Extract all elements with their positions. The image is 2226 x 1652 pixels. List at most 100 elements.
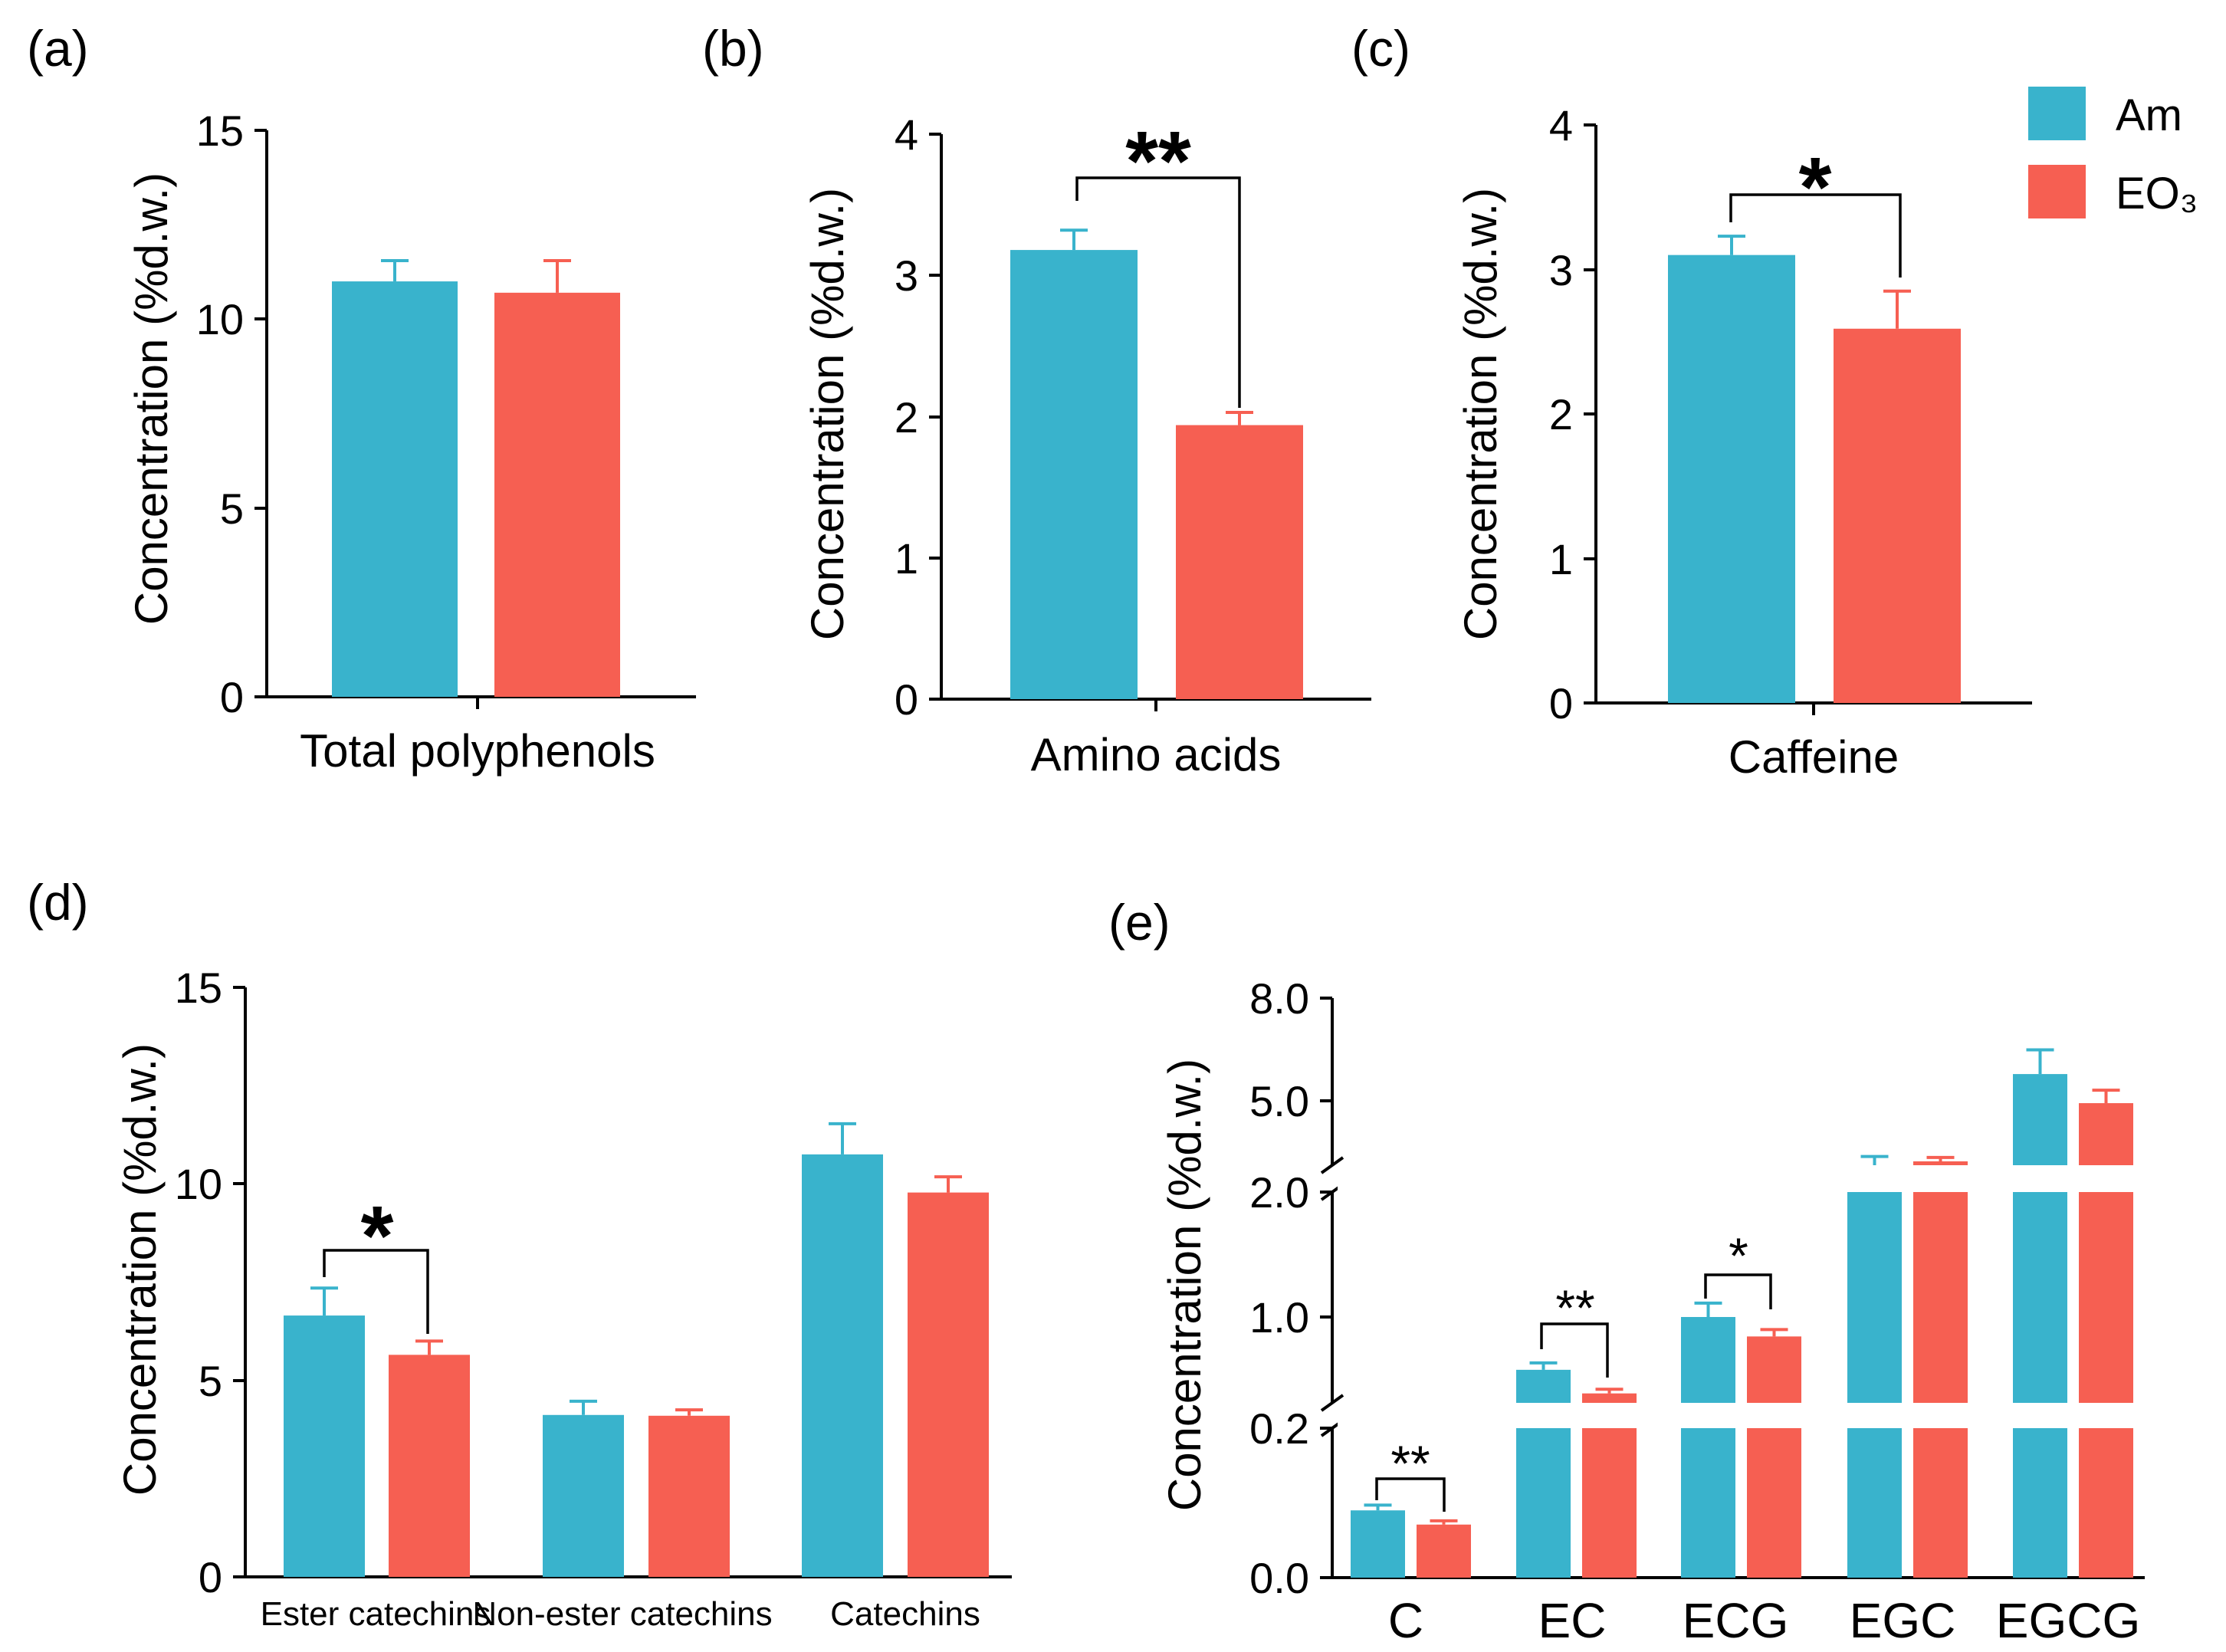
panel-label-a: (a) [27, 20, 89, 77]
bar-d-0-eo3 [389, 1355, 470, 1577]
error-bar-e-1-am [1529, 1361, 1558, 1370]
y-axis-break-e-2a [1320, 1394, 1344, 1412]
panel-label-e: (e) [1108, 894, 1170, 951]
bar-e-3-eo3 [1913, 1161, 1968, 1578]
y-tick-label-b-2: 2 [895, 393, 918, 442]
bar-e-3-am [1847, 1168, 1902, 1578]
y-tick-label-b-3: 3 [895, 251, 918, 300]
bar-d-2-am [802, 1154, 883, 1577]
significance-mark-c: * [1799, 140, 1832, 235]
x-tick-label-d-0: Ester catechins [261, 1595, 491, 1633]
panel-e: (e) Concentration (%d.w.) 0.0 0.2 1.0 2.… [1108, 894, 2150, 1648]
y-tick-label-a-15: 15 [196, 107, 244, 155]
bar-e-2-eo3 [1747, 1336, 1801, 1578]
bar-c-0-eo3 [1834, 328, 1961, 703]
error-bar-d-2-am [829, 1122, 856, 1154]
y-tick-label-e-1: 1.0 [1249, 1293, 1309, 1342]
panel-label-d: (d) [27, 874, 89, 931]
y-tick-label-b-1: 1 [895, 534, 918, 583]
panel-label-b: (b) [702, 20, 764, 77]
error-bar-e-0-eo3 [1430, 1519, 1458, 1525]
y-tick-label-e-0.2: 0.2 [1249, 1404, 1309, 1453]
error-bar-e-2-eo3 [1760, 1328, 1788, 1337]
y-tick-label-e-2: 2.0 [1249, 1168, 1309, 1217]
panel-b: (b) Concentration (%d.w.) 0 1 2 3 4 Amin… [702, 20, 1371, 780]
x-tick-label-e-1: EC [1538, 1593, 1607, 1648]
error-bar-e-3-eo3 [1926, 1155, 1955, 1161]
axis-break-gap-lower [1338, 1403, 2150, 1428]
significance-bracket-b [1075, 176, 1241, 408]
bar-e-4-am [2013, 1074, 2067, 1578]
bar-d-0-am [284, 1315, 365, 1577]
bar-a-0-am [332, 281, 458, 698]
x-tick-label-d-2: Catechins [830, 1595, 980, 1633]
error-bar-d-1-am [570, 1399, 597, 1415]
bars-b [1010, 228, 1303, 700]
significance-mark-e-0: ** [1390, 1435, 1430, 1492]
legend-swatch-eo3 [2028, 165, 2086, 218]
error-bar-e-1-eo3 [1595, 1388, 1624, 1394]
significance-bracket-e-0 [1375, 1477, 1446, 1512]
bars-e [1338, 1048, 2150, 1578]
error-bar-d-2-eo3 [934, 1175, 962, 1193]
bars-d [284, 1122, 989, 1577]
y-axis-label-d: Concentration (%d.w.) [114, 1043, 166, 1496]
error-bar-c-0-eo3 [1883, 289, 1911, 329]
legend-label-eo3: EO₃ [2116, 169, 2198, 218]
y-tick-label-c-3: 3 [1549, 246, 1573, 294]
y-axis-label-a: Concentration (%d.w.) [126, 172, 177, 625]
y-axis-label-e: Concentration (%d.w.) [1159, 1059, 1210, 1511]
x-tick-label-e-4: EGCG [1996, 1593, 2140, 1648]
significance-bracket-d [323, 1249, 429, 1334]
significance-bracket-e-2 [1704, 1273, 1772, 1309]
significance-mark-d: * [361, 1189, 394, 1283]
y-tick-label-b-4: 4 [895, 110, 918, 159]
y-tick-label-a-5: 5 [220, 484, 244, 533]
y-tick-label-d-15: 15 [175, 964, 222, 1012]
significance-mark-e-1: ** [1555, 1279, 1594, 1336]
bar-a-0-eo3 [494, 292, 620, 697]
y-tick-label-b-0: 0 [895, 675, 918, 724]
y-tick-label-c-2: 2 [1549, 390, 1573, 438]
x-axis-label-a: Total polyphenols [300, 725, 655, 777]
x-axis-label-c: Caffeine [1729, 731, 1899, 783]
y-axis-label-c: Concentration (%d.w.) [1455, 188, 1506, 640]
error-bar-e-4-eo3 [2092, 1089, 2120, 1104]
y-tick-label-d-5: 5 [199, 1357, 222, 1405]
error-bar-a-0-am [381, 258, 409, 282]
y-tick-label-c-4: 4 [1549, 101, 1573, 149]
error-bar-b-0-am [1060, 228, 1088, 251]
significance-mark-b: ** [1125, 114, 1191, 209]
legend: Am EO₃ [2028, 87, 2198, 218]
error-bar-e-2-am [1694, 1301, 1722, 1317]
legend-label-am: Am [2116, 90, 2182, 140]
y-axis-label-b: Concentration (%d.w.) [802, 188, 853, 640]
bar-e-1-am [1516, 1369, 1571, 1578]
error-bar-c-0-am [1718, 235, 1745, 255]
error-bar-a-0-eo3 [543, 258, 571, 293]
bar-d-2-eo3 [908, 1192, 989, 1577]
bar-d-1-am [543, 1414, 624, 1577]
significance-bracket-c [1729, 193, 1902, 278]
x-tick-label-e-3: EGC [1850, 1593, 1956, 1648]
error-bar-e-0-am [1364, 1503, 1392, 1511]
y-tick-label-d-0: 0 [199, 1553, 222, 1601]
y-tick-label-e-5: 5.0 [1249, 1077, 1309, 1125]
y-tick-label-c-1: 1 [1549, 535, 1573, 583]
axis-break-gap-upper [1338, 1165, 2150, 1192]
error-bar-d-1-eo3 [675, 1408, 703, 1416]
y-tick-label-a-10: 10 [196, 295, 244, 343]
x-tick-label-d-1: Non-ester catechins [472, 1595, 772, 1633]
error-bar-d-0-eo3 [415, 1339, 443, 1355]
x-axis-label-b: Amino acids [1031, 729, 1282, 780]
bars-c [1668, 235, 1961, 703]
bars-a [332, 258, 620, 698]
panel-label-c: (c) [1351, 20, 1410, 77]
y-tick-label-e-0: 0.0 [1249, 1554, 1309, 1602]
bar-e-0-am [1351, 1510, 1405, 1578]
panel-d: (d) Concentration (%d.w.) 0 5 10 15 Este… [27, 874, 1012, 1633]
x-tick-label-e-0: C [1388, 1593, 1423, 1648]
x-tick-label-e-2: ECG [1683, 1593, 1789, 1648]
panel-a: (a) Concentration (%d.w.) 0 5 10 15 Tota… [27, 20, 696, 777]
